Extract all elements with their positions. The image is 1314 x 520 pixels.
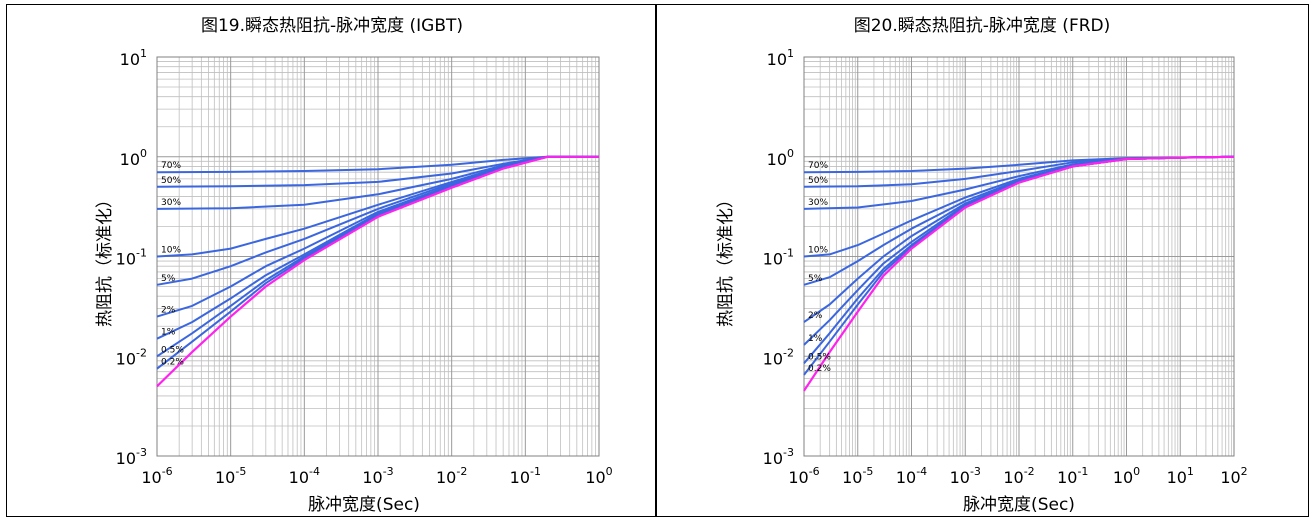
x-tick-label: 101 bbox=[1167, 465, 1194, 487]
x-tick-label: 10-3 bbox=[950, 465, 981, 487]
y-tick-label: 10-2 bbox=[116, 346, 147, 368]
x-tick-label: 10-6 bbox=[141, 465, 172, 487]
x-tick-label: 10-4 bbox=[896, 465, 927, 487]
grid bbox=[803, 56, 1235, 457]
y-tick-label: 101 bbox=[120, 47, 147, 69]
y-tick-label: 10-3 bbox=[116, 446, 147, 468]
chart-title: 图19.瞬态热阻抗-脉冲宽度 (IGBT) bbox=[201, 16, 463, 36]
chart-panel-igbt: 图19.瞬态热阻抗-脉冲宽度 (IGBT) 脉冲宽度(Sec) 热阻抗（标准化）… bbox=[6, 4, 656, 517]
y-tick-label: 100 bbox=[120, 147, 147, 169]
series-group bbox=[803, 155, 1235, 392]
series-label: 5% bbox=[161, 274, 176, 284]
single-pulse-line bbox=[803, 155, 1235, 392]
series-label: 0.5% bbox=[161, 345, 184, 355]
x-tick-label: 10-1 bbox=[510, 465, 541, 487]
chart-igbt: 图19.瞬态热阻抗-脉冲宽度 (IGBT) 脉冲宽度(Sec) 热阻抗（标准化）… bbox=[95, 16, 613, 515]
series-label: 50% bbox=[808, 176, 828, 186]
x-tick-label: 10-5 bbox=[842, 465, 873, 487]
chart-title: 图20.瞬态热阻抗-脉冲宽度 (FRD) bbox=[854, 16, 1111, 36]
y-tick-label: 10-1 bbox=[116, 247, 147, 269]
series-label: 50% bbox=[161, 176, 181, 186]
y-tick-label: 100 bbox=[767, 147, 794, 169]
x-tick-label: 10-5 bbox=[215, 465, 246, 487]
series-label: 0.5% bbox=[808, 352, 831, 362]
y-tick-label: 101 bbox=[767, 47, 794, 69]
x-axis-label: 脉冲宽度(Sec) bbox=[963, 495, 1075, 515]
series-label: 70% bbox=[161, 161, 181, 171]
y-tick-label: 10-2 bbox=[763, 346, 794, 368]
series-label: 1% bbox=[161, 328, 176, 338]
series-label: 0.2% bbox=[161, 358, 184, 368]
single-pulse-line bbox=[156, 155, 599, 388]
x-tick-label: 102 bbox=[1220, 465, 1247, 487]
y-axis-label: 热阻抗（标准化） bbox=[95, 191, 115, 327]
x-tick-label: 10-3 bbox=[362, 465, 393, 487]
x-tick-label: 10-4 bbox=[289, 465, 320, 487]
series-label: 2% bbox=[161, 306, 176, 316]
y-tick-label: 10-1 bbox=[763, 247, 794, 269]
y-axis-label: 热阻抗（标准化） bbox=[716, 191, 736, 327]
x-tick-label: 100 bbox=[585, 465, 612, 487]
grid bbox=[156, 56, 600, 457]
series-label: 30% bbox=[161, 198, 181, 208]
x-tick-label: 100 bbox=[1113, 465, 1140, 487]
x-axis-label: 脉冲宽度(Sec) bbox=[308, 495, 420, 515]
series-group bbox=[156, 155, 599, 388]
series-label: 5% bbox=[808, 274, 823, 284]
series-label: 70% bbox=[808, 161, 828, 171]
x-tick-label: 10-2 bbox=[1003, 465, 1034, 487]
series-label: 2% bbox=[808, 311, 823, 321]
y-tick-label: 10-3 bbox=[763, 446, 794, 468]
x-tick-label: 10-1 bbox=[1057, 465, 1088, 487]
series-label: 0.2% bbox=[808, 364, 831, 374]
series-label: 1% bbox=[808, 334, 823, 344]
chart-frd: 图20.瞬态热阻抗-脉冲宽度 (FRD) 脉冲宽度(Sec) 热阻抗（标准化） … bbox=[716, 16, 1248, 515]
series-label: 10% bbox=[161, 246, 181, 256]
chart-panel-frd: 图20.瞬态热阻抗-脉冲宽度 (FRD) 脉冲宽度(Sec) 热阻抗（标准化） … bbox=[656, 4, 1309, 517]
series-label: 10% bbox=[808, 246, 828, 256]
x-tick-label: 10-2 bbox=[436, 465, 467, 487]
series-label: 30% bbox=[808, 198, 828, 208]
x-tick-label: 10-6 bbox=[788, 465, 819, 487]
